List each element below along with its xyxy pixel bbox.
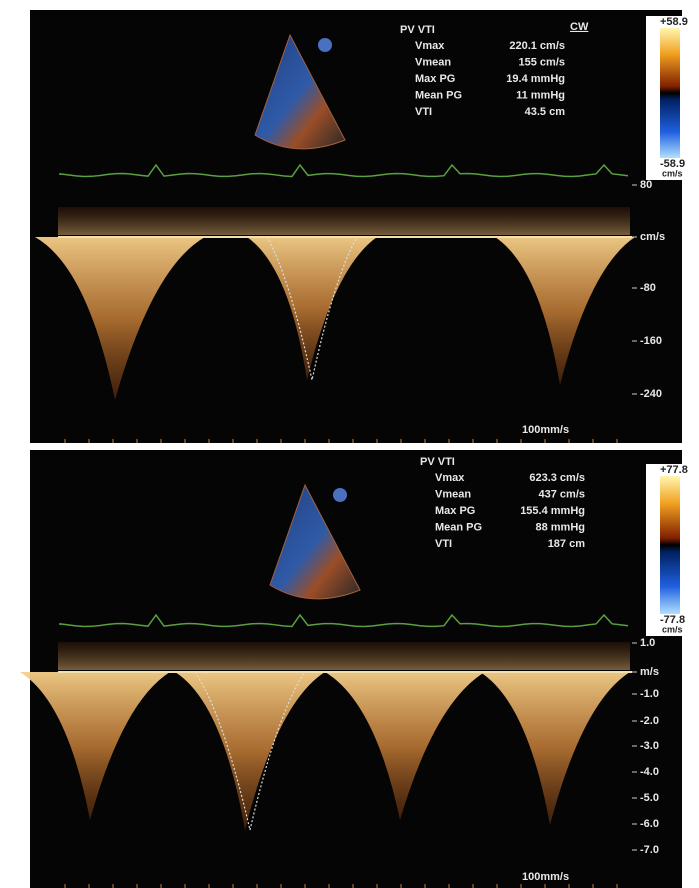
measurement-value: 437 cm/s (539, 488, 585, 500)
color-bar (660, 476, 680, 614)
doppler-band (58, 207, 630, 235)
color-bar (660, 28, 680, 158)
page: PV VTI Vmax 220.1 cm/s Vmean 155 cm/s Max PG 1… (0, 0, 699, 888)
sweep-speed: 100mm/s (522, 871, 569, 883)
axis-label: -4.0 (640, 766, 659, 778)
axis-label: -5.0 (640, 792, 659, 804)
axis-label: -7.0 (640, 844, 659, 856)
measurement-value: 623.3 cm/s (529, 472, 585, 484)
measurement-label: Vmax (435, 472, 465, 484)
measurement-value: 19.4 mmHg (506, 73, 565, 85)
measurement-label: Max PG (435, 505, 475, 517)
measurement-label: Mean PG (435, 521, 482, 533)
orientation-icon (333, 488, 347, 502)
color-scale-unit: cm/s (662, 624, 683, 634)
doppler-band (58, 642, 630, 670)
axis-label: 80 (640, 179, 652, 191)
measurement-label: Vmean (415, 56, 451, 68)
color-scale-unit: cm/s (662, 168, 683, 178)
measurement-label: VTI (435, 538, 452, 550)
measurement-value: 43.5 cm (525, 106, 566, 118)
measurement-value: 220.1 cm/s (509, 40, 565, 52)
axis-label: -80 (640, 282, 656, 294)
axis-label: m/s (640, 666, 659, 678)
measurement-label: Vmean (435, 488, 471, 500)
measurement-label: Mean PG (415, 89, 462, 101)
axis-label: -240 (640, 388, 662, 400)
measurement-value: 155 cm/s (519, 56, 565, 68)
color-scale-max: +77.8 (660, 464, 688, 476)
sweep-speed: 100mm/s (522, 424, 569, 436)
measurement-value: 88 mmHg (535, 521, 585, 533)
measurement-value: 11 mmHg (516, 89, 565, 101)
measurement-title: PV VTI (420, 456, 455, 468)
mode-label: CW (570, 21, 589, 33)
measurement-label: VTI (415, 106, 432, 118)
axis-label: 1.0 (640, 637, 655, 649)
echo-screenshot: PV VTI Vmax 220.1 cm/s Vmean 155 cm/s Max PG 1… (0, 0, 699, 888)
axis-label: -1.0 (640, 688, 659, 700)
axis-label: cm/s (640, 231, 665, 243)
measurement-value: 155.4 mmHg (520, 505, 585, 517)
measurement-value: 187 cm (548, 538, 586, 550)
color-scale-max: +58.9 (660, 16, 688, 28)
measurement-label: Vmax (415, 40, 445, 52)
axis-label: -160 (640, 335, 662, 347)
axis-label: -3.0 (640, 740, 659, 752)
axis-label: -6.0 (640, 818, 659, 830)
measurement-label: Max PG (415, 73, 455, 85)
orientation-icon (318, 38, 332, 52)
measurement-title: PV VTI (400, 24, 435, 36)
axis-label: -2.0 (640, 715, 659, 727)
